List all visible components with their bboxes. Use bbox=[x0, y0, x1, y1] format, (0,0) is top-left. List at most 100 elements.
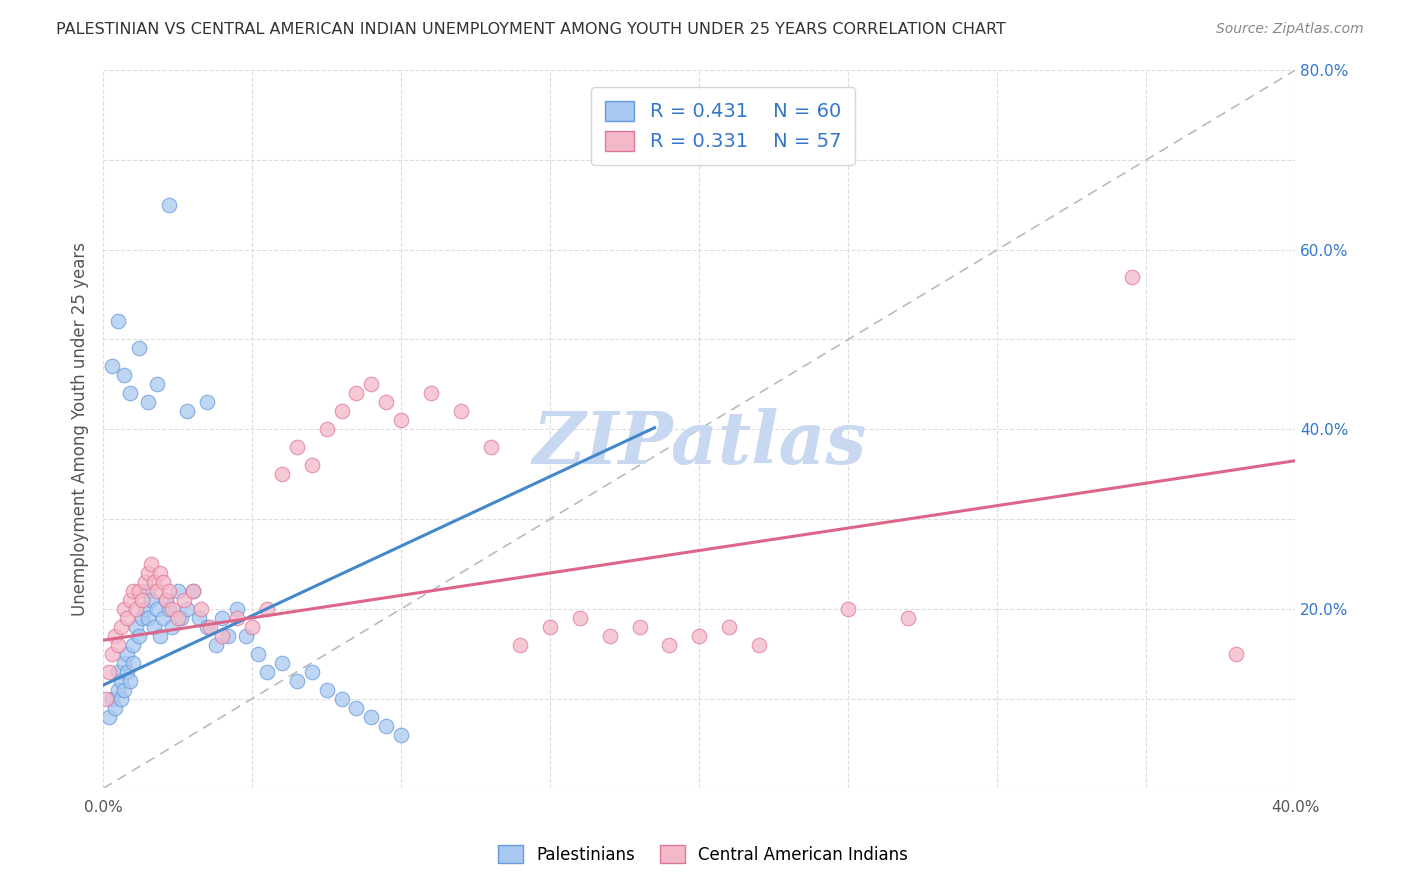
Point bbox=[271, 656, 294, 670]
Point bbox=[330, 404, 353, 418]
Point bbox=[315, 422, 337, 436]
Point bbox=[285, 440, 308, 454]
Point bbox=[217, 629, 239, 643]
Point bbox=[718, 620, 741, 634]
Text: ZIPatlas: ZIPatlas bbox=[533, 409, 866, 479]
Legend: Palestinians, Central American Indians: Palestinians, Central American Indians bbox=[491, 838, 915, 871]
Text: PALESTINIAN VS CENTRAL AMERICAN INDIAN UNEMPLOYMENT AMONG YOUTH UNDER 25 YEARS C: PALESTINIAN VS CENTRAL AMERICAN INDIAN U… bbox=[56, 22, 1007, 37]
Point bbox=[112, 368, 135, 383]
Point bbox=[169, 611, 191, 625]
Point bbox=[301, 458, 323, 472]
Point bbox=[122, 638, 145, 652]
Point bbox=[157, 602, 180, 616]
Point bbox=[107, 682, 129, 697]
Point bbox=[128, 583, 150, 598]
Point bbox=[110, 673, 132, 688]
Point bbox=[128, 342, 150, 356]
Point bbox=[134, 602, 156, 616]
Point bbox=[509, 638, 531, 652]
Point bbox=[107, 665, 129, 679]
Point bbox=[235, 629, 257, 643]
Point bbox=[285, 673, 308, 688]
Point bbox=[118, 673, 141, 688]
Point bbox=[118, 386, 141, 401]
Point bbox=[146, 602, 169, 616]
Point bbox=[211, 629, 233, 643]
Point bbox=[157, 583, 180, 598]
Point bbox=[389, 728, 412, 742]
Point bbox=[122, 583, 145, 598]
Point bbox=[128, 629, 150, 643]
Point bbox=[538, 620, 561, 634]
Point bbox=[748, 638, 770, 652]
Text: Source: ZipAtlas.com: Source: ZipAtlas.com bbox=[1216, 22, 1364, 37]
Point bbox=[101, 359, 124, 374]
Point bbox=[256, 602, 278, 616]
Point bbox=[360, 709, 382, 723]
Point bbox=[240, 620, 263, 634]
Point bbox=[226, 611, 249, 625]
Point bbox=[134, 574, 156, 589]
Point bbox=[897, 611, 920, 625]
Point bbox=[112, 602, 135, 616]
Point bbox=[155, 593, 177, 607]
Point bbox=[200, 620, 222, 634]
Point bbox=[98, 665, 121, 679]
Point bbox=[142, 574, 165, 589]
Point bbox=[149, 566, 172, 580]
Point bbox=[450, 404, 472, 418]
Point bbox=[160, 602, 183, 616]
Point bbox=[360, 377, 382, 392]
Point bbox=[330, 691, 353, 706]
Point bbox=[110, 620, 132, 634]
Point bbox=[104, 700, 127, 714]
Point bbox=[155, 593, 177, 607]
Point bbox=[112, 682, 135, 697]
Point bbox=[146, 377, 169, 392]
Point bbox=[479, 440, 502, 454]
Point bbox=[176, 404, 198, 418]
Point bbox=[176, 602, 198, 616]
Point bbox=[205, 638, 228, 652]
Point bbox=[166, 611, 188, 625]
Point bbox=[136, 566, 159, 580]
Point bbox=[160, 620, 183, 634]
Point bbox=[115, 665, 138, 679]
Point bbox=[271, 467, 294, 482]
Point bbox=[166, 583, 188, 598]
Point bbox=[420, 386, 443, 401]
Point bbox=[181, 583, 204, 598]
Point bbox=[152, 574, 174, 589]
Point bbox=[375, 395, 398, 409]
Point bbox=[118, 593, 141, 607]
Point bbox=[375, 718, 398, 732]
Point bbox=[599, 629, 621, 643]
Point bbox=[136, 395, 159, 409]
Point bbox=[1121, 269, 1143, 284]
Point bbox=[256, 665, 278, 679]
Point bbox=[112, 656, 135, 670]
Point bbox=[115, 611, 138, 625]
Point bbox=[658, 638, 681, 652]
Point bbox=[98, 709, 121, 723]
Point bbox=[157, 198, 180, 212]
Point bbox=[197, 620, 219, 634]
Point bbox=[131, 611, 153, 625]
Point bbox=[346, 700, 368, 714]
Point bbox=[107, 314, 129, 328]
Point bbox=[110, 691, 132, 706]
Point bbox=[115, 647, 138, 661]
Point bbox=[211, 611, 233, 625]
Point bbox=[346, 386, 368, 401]
Point bbox=[125, 602, 148, 616]
Point bbox=[569, 611, 592, 625]
Point bbox=[131, 593, 153, 607]
Point bbox=[247, 647, 270, 661]
Legend: R = 0.431    N = 60, R = 0.331    N = 57: R = 0.431 N = 60, R = 0.331 N = 57 bbox=[592, 87, 855, 165]
Point bbox=[688, 629, 710, 643]
Point bbox=[104, 629, 127, 643]
Point bbox=[139, 557, 162, 571]
Point bbox=[837, 602, 859, 616]
Point bbox=[146, 583, 169, 598]
Point bbox=[136, 583, 159, 598]
